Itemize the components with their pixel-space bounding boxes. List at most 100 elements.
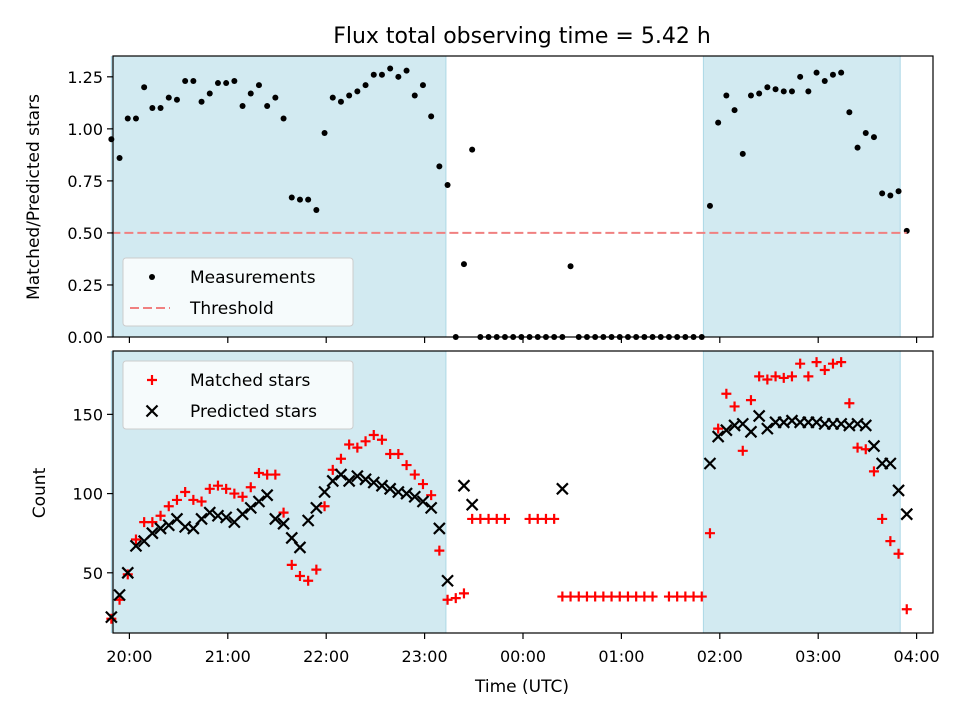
matched-star-point — [311, 564, 322, 575]
matched-star-point — [868, 466, 879, 477]
measurement-point — [247, 90, 254, 97]
matched-star-point — [204, 483, 215, 494]
measurement-point — [887, 192, 894, 199]
measurement-point — [772, 86, 779, 93]
predicted-star-point — [236, 507, 249, 521]
predicted-star-point — [244, 501, 258, 515]
bottom-y-axis-label: Count — [30, 467, 50, 518]
matched-star-point — [245, 482, 256, 493]
matched-star-point — [278, 507, 289, 518]
predicted-star-point — [252, 495, 266, 508]
measurement-point — [780, 88, 787, 95]
measurement-point — [444, 182, 451, 189]
measurement-point — [354, 88, 361, 95]
measurement-point — [387, 65, 394, 72]
predicted-star-point — [441, 574, 454, 587]
predicted-star-point — [203, 506, 217, 519]
matched-star-point — [319, 501, 330, 512]
measurement-point — [846, 109, 853, 116]
matched-star-point — [754, 371, 765, 382]
measurement-point — [764, 84, 771, 91]
legend-label: Measurements — [190, 268, 316, 288]
predicted-star-point — [900, 507, 914, 521]
predicted-star-point — [408, 490, 422, 504]
measurement-point — [567, 263, 574, 270]
matched-star-point — [106, 613, 117, 624]
measurement-point — [337, 98, 344, 105]
matched-star-point — [778, 372, 789, 383]
predicted-star-point — [375, 479, 389, 492]
measurement-point — [854, 144, 861, 151]
measurement-point — [838, 69, 845, 76]
matched-star-point — [212, 480, 223, 491]
predicted-star-point — [318, 485, 331, 499]
measurement-point — [715, 119, 722, 126]
measurement-point — [141, 84, 148, 91]
measurement-point — [723, 92, 730, 99]
predicted-star-point — [113, 588, 126, 602]
matched-star-point — [376, 434, 387, 445]
measurement-point — [436, 163, 443, 170]
matched-star-point — [237, 491, 248, 502]
predicted-star-point — [326, 474, 340, 488]
matched-star-point — [786, 371, 797, 382]
predicted-star-point — [457, 479, 471, 492]
measurement-point — [149, 105, 156, 112]
matched-star-point — [286, 559, 297, 570]
top-y-tick-label: 1.00 — [67, 120, 103, 139]
bottom-panel: 50 100 150 20:00 21:00 22:00 23:00 00:00 01:00 02… — [72, 350, 940, 666]
bottom-y-tick-label: 100 — [72, 485, 103, 504]
matched-star-point — [721, 388, 732, 399]
matched-star-point — [811, 357, 822, 368]
matched-star-point — [795, 358, 806, 369]
measurement-point — [329, 94, 336, 101]
matched-star-point — [294, 570, 305, 581]
measurement-point — [419, 82, 426, 89]
legend-x-marker — [145, 404, 159, 418]
measurement-point — [403, 67, 410, 74]
top-legend-box — [122, 257, 354, 327]
measurement-point — [813, 69, 820, 76]
measurement-point — [706, 202, 713, 209]
predicted-star-point — [416, 495, 430, 508]
matched-star-point — [762, 374, 773, 385]
measurement-point — [411, 92, 418, 99]
measurement-point — [788, 88, 795, 95]
measurement-point — [223, 80, 230, 87]
matched-star-point — [549, 513, 560, 524]
measurement-point — [272, 94, 279, 101]
x-tick-label: 23:00 — [402, 647, 448, 666]
measurement-point — [280, 115, 287, 122]
measurement-point — [797, 73, 804, 80]
predicted-star-point — [310, 501, 323, 515]
predicted-star-point — [195, 512, 208, 526]
predicted-star-point — [293, 541, 307, 554]
measurement-point — [879, 190, 886, 197]
matched-star-point — [163, 501, 174, 512]
measurement-point — [182, 77, 189, 84]
matched-star-point — [885, 536, 896, 547]
measurement-point — [731, 107, 738, 114]
measurement-point — [132, 115, 139, 122]
x-tick-label: 01:00 — [598, 647, 644, 666]
x-tick-label: 22:00 — [303, 647, 349, 666]
matched-star-point — [180, 487, 191, 497]
measurement-point — [190, 77, 197, 84]
predicted-star-point — [269, 512, 282, 526]
matched-star-point — [409, 469, 420, 480]
matched-star-point — [130, 534, 141, 545]
matched-star-point — [155, 510, 166, 521]
matched-star-point — [901, 604, 912, 615]
predicted-star-point — [342, 474, 356, 488]
matched-star-point — [836, 357, 847, 368]
x-tick-label: 03:00 — [795, 647, 841, 666]
predicted-star-point — [121, 566, 135, 580]
legend-label: Threshold — [189, 299, 274, 319]
matched-star-point — [770, 371, 781, 382]
matched-star-point — [877, 513, 888, 524]
matched-star-point — [704, 528, 715, 539]
matched-star-point — [647, 591, 658, 602]
matched-star-point — [352, 442, 363, 453]
matched-star-point — [147, 517, 158, 528]
measurement-point — [321, 130, 328, 137]
